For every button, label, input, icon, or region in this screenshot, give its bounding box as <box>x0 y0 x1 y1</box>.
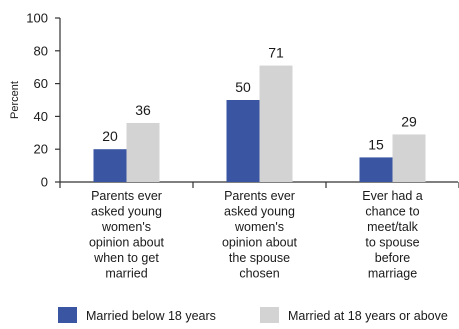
data-label: 36 <box>135 102 151 118</box>
y-tick-label: 0 <box>41 175 48 190</box>
data-label: 15 <box>368 136 384 152</box>
bar <box>93 149 127 182</box>
y-axis: 0 20 40 60 80 100 <box>26 11 61 190</box>
category-label: Parents ever asked young women's opinion ab… <box>89 189 165 281</box>
x-axis <box>59 181 459 188</box>
legend-label: Married below 18 years <box>86 309 216 323</box>
bar <box>226 100 260 182</box>
bar <box>359 157 393 182</box>
legend-swatch <box>58 307 77 323</box>
legend-label: Married at 18 years or above <box>288 309 448 323</box>
bar <box>259 65 293 182</box>
legend: Married below 18 years Married at 18 year… <box>58 307 448 323</box>
bar <box>126 122 160 182</box>
category-label: Parents ever asked young women's opinion ab… <box>222 189 298 281</box>
y-axis-title: Percent <box>9 81 21 119</box>
category-labels: Parents ever asked young women's opinion ab… <box>89 189 423 281</box>
y-tick-label: 20 <box>34 142 48 157</box>
category-label: Ever had a chance to meet/talk to spouse bef… <box>362 189 423 281</box>
bars <box>93 65 426 182</box>
data-label: 20 <box>102 128 118 144</box>
data-label: 50 <box>235 79 251 95</box>
y-tick-label: 100 <box>26 11 48 26</box>
legend-swatch <box>260 307 279 323</box>
data-label: 29 <box>401 113 417 129</box>
y-tick-label: 40 <box>34 109 48 124</box>
y-tick-label: 80 <box>34 43 48 58</box>
data-label: 71 <box>268 45 284 61</box>
bar <box>392 134 426 182</box>
data-labels: 20 36 50 71 15 29 <box>102 45 417 153</box>
y-tick-label: 60 <box>34 76 48 91</box>
